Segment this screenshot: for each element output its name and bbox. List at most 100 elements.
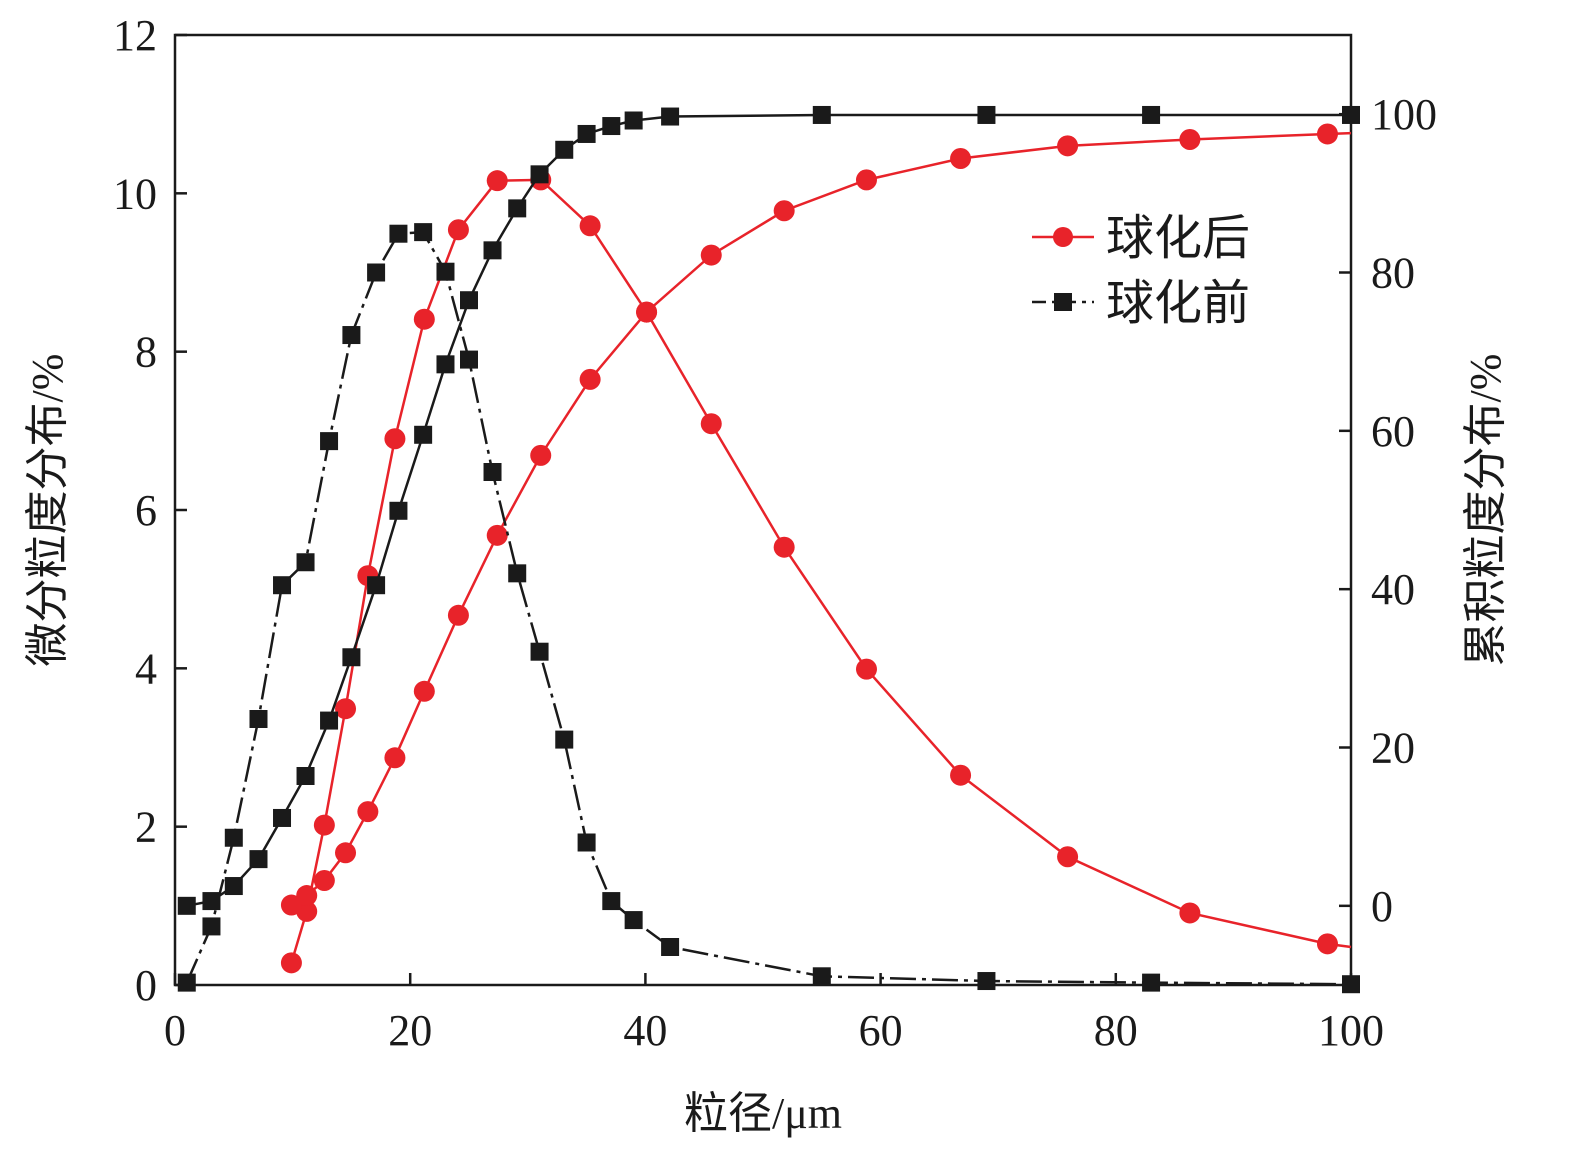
data-point (486, 524, 508, 546)
data-point (460, 350, 478, 369)
data-point (313, 870, 335, 891)
data-point (508, 199, 527, 218)
data-point (436, 355, 455, 374)
data-point (530, 165, 549, 184)
data-point (624, 911, 643, 930)
data-point (950, 764, 972, 786)
right-y-tick-label: 100 (1371, 90, 1437, 139)
data-point (950, 148, 972, 169)
data-point (1316, 123, 1338, 145)
left-y-tick-label: 8 (135, 328, 157, 377)
data-point (624, 111, 643, 130)
data-point (367, 576, 386, 595)
data-point (530, 444, 552, 466)
x-tick-label: 40 (623, 1006, 667, 1055)
data-point (202, 917, 221, 936)
data-point (577, 833, 596, 852)
data-point (357, 801, 379, 823)
data-point (1179, 129, 1201, 150)
data-point (700, 244, 722, 266)
data-point (977, 105, 996, 124)
data-point (367, 263, 386, 282)
data-point (224, 828, 243, 847)
data-point (436, 262, 455, 281)
data-point (483, 463, 502, 481)
data-point (577, 124, 596, 143)
legend-label-before: 球化前 (1106, 277, 1250, 330)
right-y-tick-label: 80 (1371, 249, 1415, 298)
data-point (296, 767, 315, 785)
left-y-tick-label: 6 (135, 486, 157, 535)
right-y-axis-label: 累积粒度分布/% (1461, 354, 1510, 667)
x-tick-label: 100 (1318, 1006, 1384, 1055)
data-point (812, 105, 831, 124)
data-point (700, 413, 722, 435)
data-point (812, 967, 831, 986)
data-point (384, 747, 406, 769)
data-point (508, 564, 527, 583)
data-point (384, 428, 406, 450)
data-point (486, 170, 508, 192)
legend-label-after: 球化后 (1106, 212, 1250, 265)
data-point (1142, 105, 1161, 124)
data-point (249, 850, 268, 869)
data-point (977, 972, 996, 991)
data-point (773, 200, 795, 222)
data-point (579, 215, 601, 237)
right-y-tick-label: 20 (1371, 724, 1415, 773)
series-0 (280, 169, 1352, 974)
data-point (273, 576, 292, 595)
data-point (202, 892, 221, 911)
left-y-tick-label: 0 (135, 961, 157, 1010)
data-point (280, 894, 302, 916)
data-point (177, 973, 196, 992)
legend-marker-before (1054, 293, 1072, 311)
left-y-tick-label: 10 (113, 169, 157, 218)
data-point (273, 808, 292, 827)
right-y-tick-label: 0 (1371, 882, 1393, 931)
data-point (636, 301, 658, 323)
data-point (296, 553, 315, 572)
data-point (224, 877, 243, 896)
data-point (320, 711, 339, 730)
data-point (1342, 975, 1360, 994)
data-point (389, 224, 408, 243)
data-point (1142, 973, 1161, 992)
data-point (555, 140, 574, 159)
data-point (530, 642, 549, 661)
data-point (855, 658, 877, 680)
data-point (447, 219, 469, 241)
data-point (296, 885, 318, 907)
left-y-tick-label: 4 (135, 644, 157, 693)
data-point (335, 842, 357, 864)
x-axis-label: 粒径/μm (684, 1089, 842, 1138)
data-point (280, 952, 302, 974)
legend: 球化后 球化前 (1032, 212, 1250, 330)
data-point (342, 648, 361, 667)
data-point (579, 368, 601, 390)
right-y-tick-label: 60 (1371, 407, 1415, 456)
x-tick-label: 20 (388, 1006, 432, 1055)
data-point (413, 680, 435, 702)
data-point (1179, 902, 1201, 924)
legend-marker-after (1053, 227, 1073, 247)
data-point (389, 501, 408, 520)
right-y-tick-label: 40 (1371, 565, 1415, 614)
data-point (414, 223, 433, 242)
data-point (414, 425, 433, 444)
x-tick-label: 0 (164, 1006, 186, 1055)
data-point (447, 604, 469, 626)
data-point (773, 536, 795, 558)
data-point (413, 308, 435, 330)
series-1 (280, 123, 1352, 916)
series-3 (177, 105, 1360, 915)
data-point (483, 241, 502, 260)
series-2 (177, 223, 1360, 994)
x-tick-label: 60 (859, 1006, 903, 1055)
data-point (1057, 135, 1079, 157)
data-point (320, 432, 339, 451)
data-point (1057, 846, 1079, 868)
data-point (855, 169, 877, 191)
data-point (313, 814, 335, 836)
